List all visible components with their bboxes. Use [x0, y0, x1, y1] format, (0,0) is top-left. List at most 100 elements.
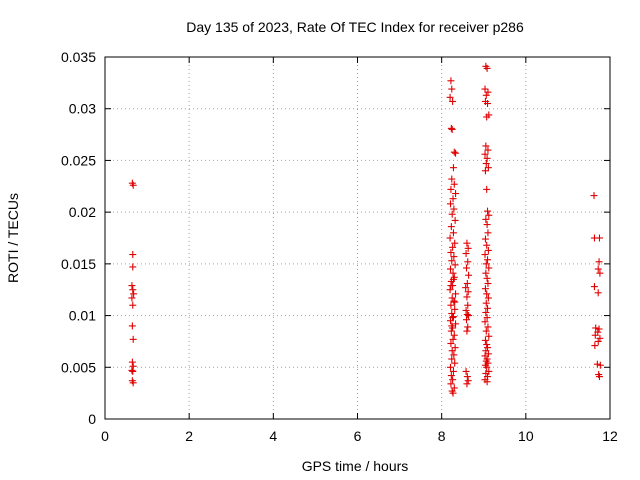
data-point — [448, 175, 456, 183]
data-point — [590, 192, 598, 200]
axis-ticks: 0 2 4 6 8 10 12 0 0.005 0.01 0.015 0.02 0.025 0.03 0.0… — [61, 49, 618, 444]
x-tick-label: 4 — [269, 428, 277, 444]
data-point — [464, 323, 472, 331]
data-point — [449, 275, 457, 283]
data-point — [449, 314, 457, 322]
data-point — [484, 146, 492, 154]
data-point — [463, 293, 471, 301]
data-point — [447, 380, 455, 388]
data-point — [484, 323, 492, 331]
data-point — [463, 280, 471, 288]
data-point — [483, 341, 491, 349]
x-tick-label: 6 — [354, 428, 362, 444]
data-point — [447, 282, 455, 290]
data-point — [449, 97, 457, 105]
data-point — [128, 366, 136, 374]
data-point — [450, 253, 458, 261]
y-tick-label: 0.035 — [61, 49, 96, 65]
data-point — [596, 361, 604, 369]
data-point — [450, 331, 458, 339]
data-point — [449, 269, 457, 277]
data-point — [451, 239, 459, 247]
data-point — [449, 313, 457, 321]
data-point — [484, 229, 492, 237]
data-point — [448, 125, 456, 133]
data-point — [451, 298, 459, 306]
data-point — [484, 280, 492, 288]
data-point — [447, 124, 455, 132]
data-point — [483, 274, 491, 282]
data-point — [594, 265, 602, 273]
data-point — [448, 85, 456, 93]
data-point — [452, 320, 460, 328]
data-point — [447, 200, 455, 208]
data-point — [481, 150, 489, 158]
data-point — [448, 322, 456, 330]
data-point — [596, 269, 604, 277]
data-point — [452, 190, 460, 198]
data-point — [129, 251, 137, 259]
data-point — [448, 310, 456, 318]
x-tick-label: 10 — [518, 428, 534, 444]
data-point — [463, 380, 471, 388]
data-point — [481, 235, 489, 243]
data-point — [449, 367, 457, 375]
data-point — [449, 376, 457, 384]
data-point — [450, 297, 458, 305]
data-point — [591, 331, 599, 339]
data-point — [594, 289, 602, 297]
data-point — [451, 305, 459, 313]
data-point — [481, 285, 489, 293]
data-point — [482, 260, 490, 268]
data-point — [595, 258, 603, 266]
data-point — [465, 271, 473, 279]
x-tick-label: 0 — [101, 428, 109, 444]
data-point — [485, 264, 493, 272]
data-point — [449, 389, 457, 397]
data-point — [449, 164, 457, 172]
data-point — [462, 250, 470, 258]
data-point — [592, 324, 600, 332]
data-point — [465, 312, 473, 320]
y-tick-label: 0.03 — [69, 101, 96, 117]
data-point — [128, 358, 136, 366]
data-point — [482, 91, 490, 99]
data-point — [591, 342, 599, 350]
data-point — [482, 160, 490, 168]
data-point — [446, 286, 454, 294]
data-point — [447, 301, 455, 309]
data-point — [483, 154, 491, 162]
data-point — [448, 294, 456, 302]
data-point — [463, 311, 471, 319]
data-point — [593, 360, 601, 368]
data-point — [481, 85, 489, 93]
data-point — [483, 290, 491, 298]
data-points — [128, 62, 604, 397]
data-point — [451, 261, 459, 269]
data-point — [595, 373, 603, 381]
data-point — [485, 332, 493, 340]
data-point — [450, 351, 458, 359]
data-point — [482, 299, 490, 307]
chart-title: Day 135 of 2023, Rate Of TEC Index for r… — [186, 19, 524, 35]
data-point — [483, 314, 491, 322]
data-point — [451, 344, 459, 352]
data-point — [462, 306, 470, 314]
data-point — [484, 344, 492, 352]
data-point — [595, 234, 603, 242]
data-point — [128, 322, 136, 330]
data-point — [449, 243, 457, 251]
data-point — [483, 185, 491, 193]
data-point — [595, 325, 603, 333]
data-point — [128, 294, 136, 302]
data-point — [484, 304, 492, 312]
data-point — [447, 265, 455, 273]
x-tick-label: 8 — [438, 428, 446, 444]
data-point — [448, 355, 456, 363]
data-point — [450, 180, 458, 188]
data-point — [484, 256, 492, 264]
data-point — [447, 77, 455, 85]
data-point — [482, 327, 490, 335]
data-point — [464, 377, 472, 385]
